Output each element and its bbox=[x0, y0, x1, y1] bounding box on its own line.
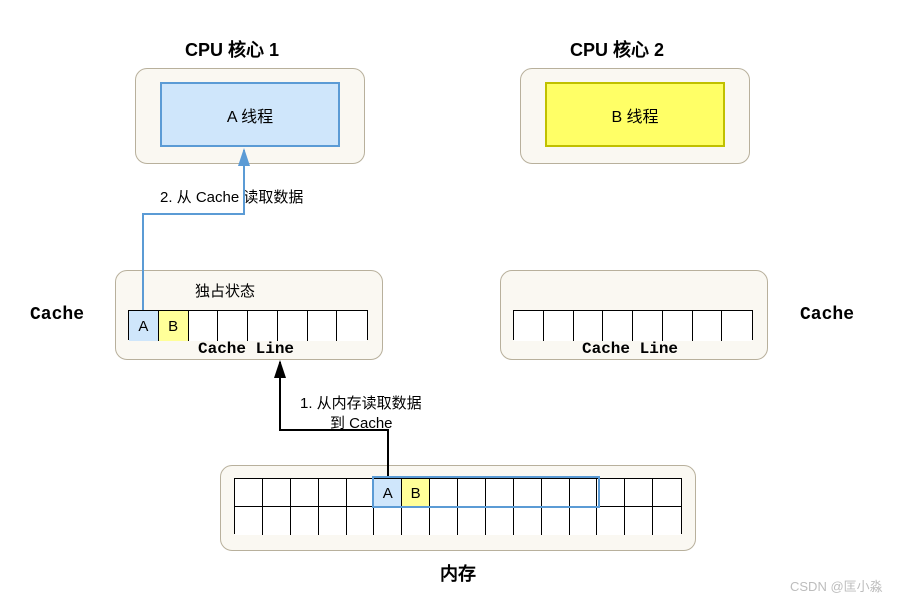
mc-10 bbox=[514, 479, 542, 507]
cpu2-thread: B 线程 bbox=[545, 82, 725, 147]
cell-1 bbox=[544, 311, 574, 341]
mc-8 bbox=[458, 479, 486, 507]
cpu1-title: CPU 核心 1 bbox=[185, 36, 279, 62]
cell-7 bbox=[337, 311, 367, 341]
cache-left-label: Cache bbox=[30, 305, 84, 325]
cell-2 bbox=[574, 311, 604, 341]
cell-4 bbox=[633, 311, 663, 341]
mc-14 bbox=[625, 507, 653, 535]
mc-1 bbox=[263, 479, 291, 507]
mc-14 bbox=[625, 479, 653, 507]
cache-left-cells: AB bbox=[128, 310, 368, 340]
mc-10 bbox=[514, 507, 542, 535]
memory-row-top: AB bbox=[234, 478, 682, 506]
cpu1-thread: A 线程 bbox=[160, 82, 340, 147]
mc-7 bbox=[430, 507, 458, 535]
mc-11 bbox=[542, 507, 570, 535]
cache-left-lineLabel: Cache Line bbox=[198, 340, 294, 358]
mc-8 bbox=[458, 507, 486, 535]
watermark: CSDN @匡小淼 bbox=[790, 576, 883, 595]
cache-right-cells bbox=[513, 310, 753, 340]
mc-9 bbox=[486, 507, 514, 535]
mc-3 bbox=[319, 507, 347, 535]
mc-11 bbox=[542, 479, 570, 507]
mc-2 bbox=[291, 479, 319, 507]
mc-15 bbox=[653, 479, 681, 507]
cpu1-thread-label: A 线程 bbox=[227, 103, 273, 127]
mc-0 bbox=[235, 479, 263, 507]
mc-5: A bbox=[374, 479, 402, 507]
cache-left-state: 独占状态 bbox=[195, 280, 255, 301]
cell-4 bbox=[248, 311, 278, 341]
cell-0 bbox=[514, 311, 544, 341]
mc-7 bbox=[430, 479, 458, 507]
cpu2-thread-label: B 线程 bbox=[611, 103, 658, 127]
mc-1 bbox=[263, 507, 291, 535]
cell-5 bbox=[663, 311, 693, 341]
mc-2 bbox=[291, 507, 319, 535]
cell-2 bbox=[189, 311, 219, 341]
mc-0 bbox=[235, 507, 263, 535]
cell-3 bbox=[603, 311, 633, 341]
memory-title: 内存 bbox=[440, 560, 476, 586]
mc-4 bbox=[347, 507, 375, 535]
cell-3 bbox=[218, 311, 248, 341]
mc-15 bbox=[653, 507, 681, 535]
mc-6: B bbox=[402, 479, 430, 507]
cache-right-lineLabel: Cache Line bbox=[582, 340, 678, 358]
mc-12 bbox=[570, 507, 598, 535]
mc-12 bbox=[570, 479, 598, 507]
mc-3 bbox=[319, 479, 347, 507]
memory-row-bottom bbox=[234, 506, 682, 534]
mc-13 bbox=[597, 479, 625, 507]
cell-5 bbox=[278, 311, 308, 341]
cell-6 bbox=[693, 311, 723, 341]
mc-6 bbox=[402, 507, 430, 535]
cell-0: A bbox=[129, 311, 159, 341]
mc-4 bbox=[347, 479, 375, 507]
annot-step1-line1: 1. 从内存读取数据 bbox=[300, 392, 422, 413]
mc-9 bbox=[486, 479, 514, 507]
annot-step2: 2. 从 Cache 读取数据 bbox=[160, 186, 303, 207]
mc-5 bbox=[374, 507, 402, 535]
annot-step1-line2: 到 Cache bbox=[330, 412, 393, 433]
mc-13 bbox=[597, 507, 625, 535]
cell-1: B bbox=[159, 311, 189, 341]
cell-6 bbox=[308, 311, 338, 341]
cell-7 bbox=[722, 311, 752, 341]
cache-right-label: Cache bbox=[800, 305, 854, 325]
cpu2-title: CPU 核心 2 bbox=[570, 36, 664, 62]
